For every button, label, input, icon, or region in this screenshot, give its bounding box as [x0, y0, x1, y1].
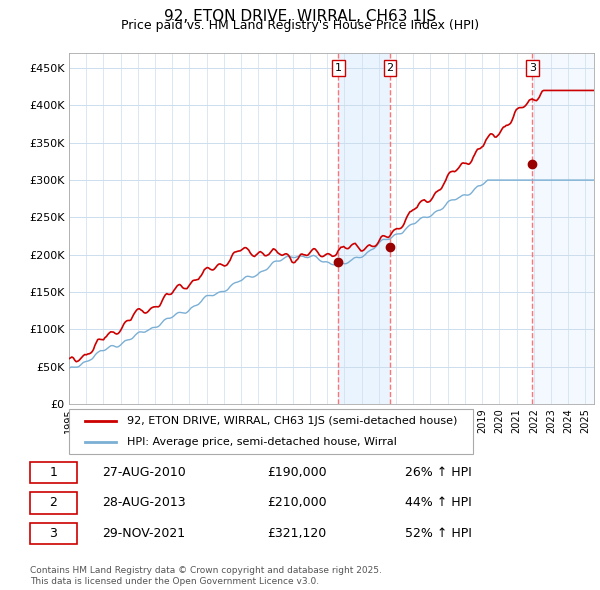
Text: 26% ↑ HPI: 26% ↑ HPI: [406, 466, 472, 479]
Text: 2: 2: [386, 63, 394, 73]
Text: £321,120: £321,120: [268, 527, 326, 540]
Text: Price paid vs. HM Land Registry's House Price Index (HPI): Price paid vs. HM Land Registry's House …: [121, 19, 479, 32]
Text: HPI: Average price, semi-detached house, Wirral: HPI: Average price, semi-detached house,…: [127, 437, 397, 447]
Bar: [532, 53, 594, 404]
Text: £190,000: £190,000: [268, 466, 327, 479]
Text: 1: 1: [335, 63, 342, 73]
Text: 3: 3: [529, 63, 536, 73]
Text: 28-AUG-2013: 28-AUG-2013: [102, 496, 185, 510]
Text: 3: 3: [50, 527, 58, 540]
FancyBboxPatch shape: [69, 409, 473, 454]
Text: 92, ETON DRIVE, WIRRAL, CH63 1JS: 92, ETON DRIVE, WIRRAL, CH63 1JS: [164, 9, 436, 24]
FancyBboxPatch shape: [30, 461, 77, 483]
Text: 52% ↑ HPI: 52% ↑ HPI: [406, 527, 472, 540]
Text: 92, ETON DRIVE, WIRRAL, CH63 1JS (semi-detached house): 92, ETON DRIVE, WIRRAL, CH63 1JS (semi-d…: [127, 415, 457, 425]
FancyBboxPatch shape: [30, 523, 77, 545]
Text: Contains HM Land Registry data © Crown copyright and database right 2025.
This d: Contains HM Land Registry data © Crown c…: [30, 566, 382, 586]
Text: 27-AUG-2010: 27-AUG-2010: [102, 466, 185, 479]
FancyBboxPatch shape: [30, 492, 77, 514]
Text: 29-NOV-2021: 29-NOV-2021: [102, 527, 185, 540]
Text: £210,000: £210,000: [268, 496, 327, 510]
Text: 44% ↑ HPI: 44% ↑ HPI: [406, 496, 472, 510]
Text: 2: 2: [50, 496, 58, 510]
Bar: [338, 53, 390, 404]
Text: 1: 1: [50, 466, 58, 479]
